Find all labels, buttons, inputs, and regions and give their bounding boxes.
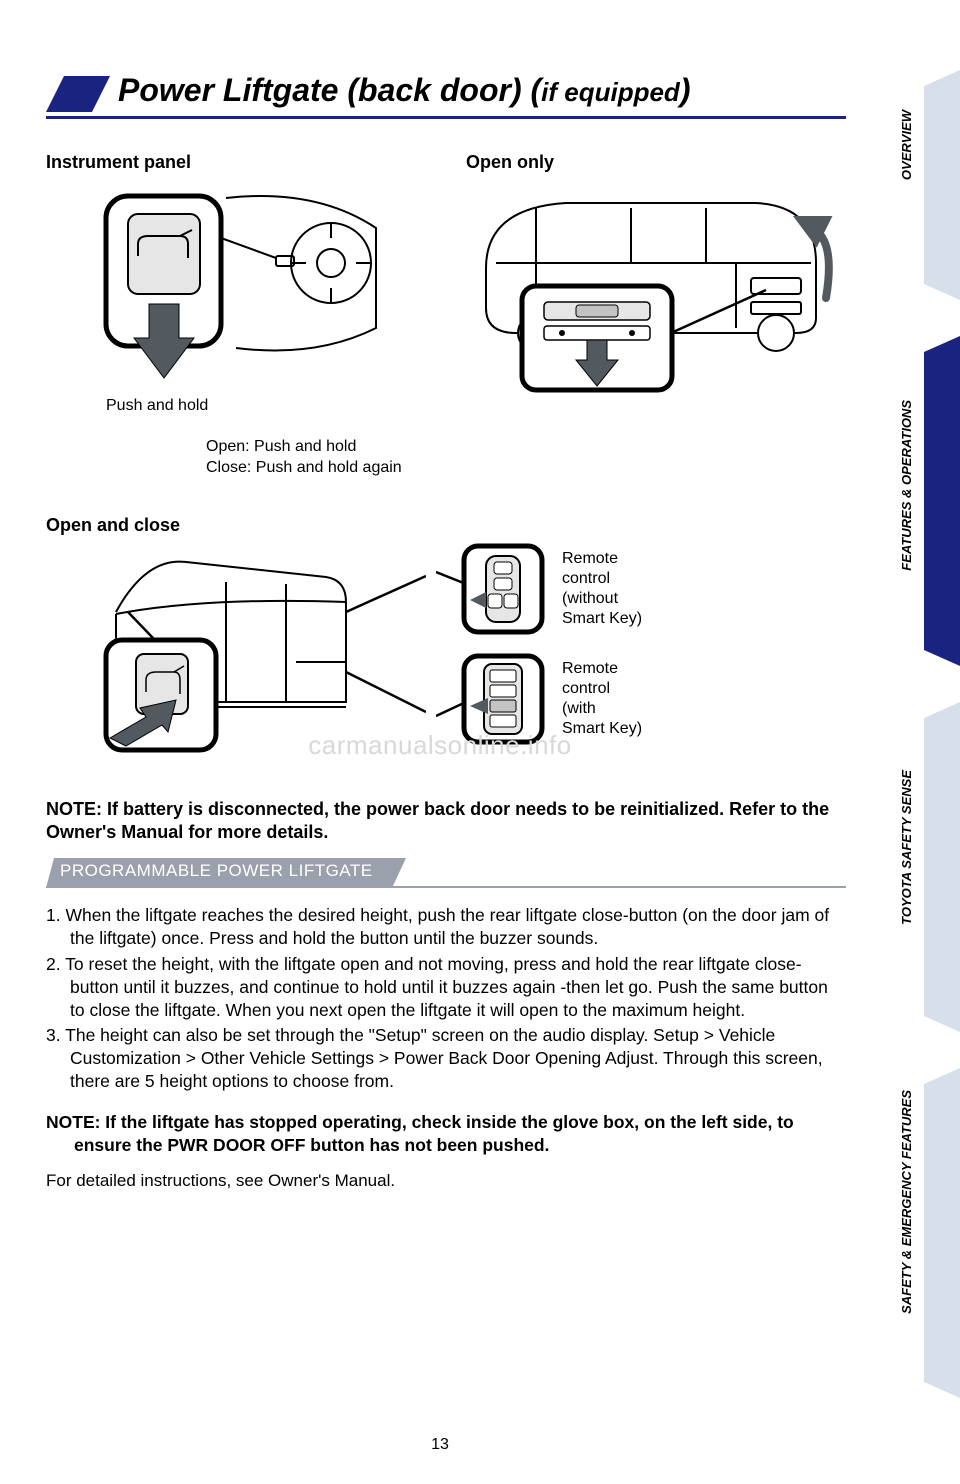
open-only-illustration bbox=[466, 173, 846, 393]
tab-emergency-label: SAFETY & EMERGENCY FEATURES bbox=[899, 1090, 914, 1314]
illustration-row-1: Instrument panel bbox=[46, 152, 846, 415]
remote-without-label: Remote control (without Smart Key) bbox=[562, 549, 642, 629]
instrument-panel-illustration bbox=[46, 173, 426, 393]
tab-overview-label: OVERVIEW bbox=[899, 110, 914, 180]
open-close-instructions: Open: Push and hold Close: Push and hold… bbox=[206, 437, 846, 479]
section-header: PROGRAMMABLE POWER LIFTGATE bbox=[46, 858, 846, 888]
title-parallelogram-icon bbox=[46, 76, 110, 112]
open-close-illustration bbox=[46, 542, 426, 762]
tab-emergency bbox=[924, 1068, 960, 1398]
page-title: Power Liftgate (back door) (if equipped) bbox=[118, 72, 690, 109]
detail-line: For detailed instructions, see Owner's M… bbox=[46, 1171, 846, 1191]
steps-text: 1. When the liftgate reaches the desired… bbox=[46, 904, 846, 1093]
label-open-and-close: Open and close bbox=[46, 515, 846, 536]
remote-without-smartkey: Remote control (without Smart Key) bbox=[436, 542, 846, 636]
title-rule bbox=[46, 116, 846, 119]
remote-with-label: Remote control (with Smart Key) bbox=[562, 659, 642, 739]
page-title-bar: Power Liftgate (back door) (if equipped) bbox=[46, 70, 846, 124]
page-number: 13 bbox=[0, 1436, 880, 1454]
tab-safety-sense bbox=[924, 702, 960, 1032]
remote-with-smartkey: Remote control (with Smart Key) bbox=[436, 652, 846, 746]
open-and-close-section: Open and close bbox=[46, 515, 846, 762]
section-header-title: PROGRAMMABLE POWER LIFTGATE bbox=[60, 861, 373, 881]
side-tabs: OVERVIEW FEATURES & OPERATIONS TOYOTA SA… bbox=[860, 0, 960, 1484]
tab-safety-sense-label: TOYOTA SAFETY SENSE bbox=[899, 770, 914, 925]
note-pwr-door: NOTE: If the liftgate has stopped operat… bbox=[46, 1111, 846, 1157]
smart-key-icon bbox=[436, 652, 556, 746]
label-instrument-panel: Instrument panel bbox=[46, 152, 426, 173]
note-battery: NOTE: If battery is disconnected, the po… bbox=[46, 798, 846, 845]
tab-features bbox=[924, 336, 960, 666]
remote-key-icon bbox=[436, 542, 556, 636]
caption-push-hold: Push and hold bbox=[106, 397, 426, 415]
tab-features-label: FEATURES & OPERATIONS bbox=[899, 400, 914, 571]
tab-overview bbox=[924, 70, 960, 300]
